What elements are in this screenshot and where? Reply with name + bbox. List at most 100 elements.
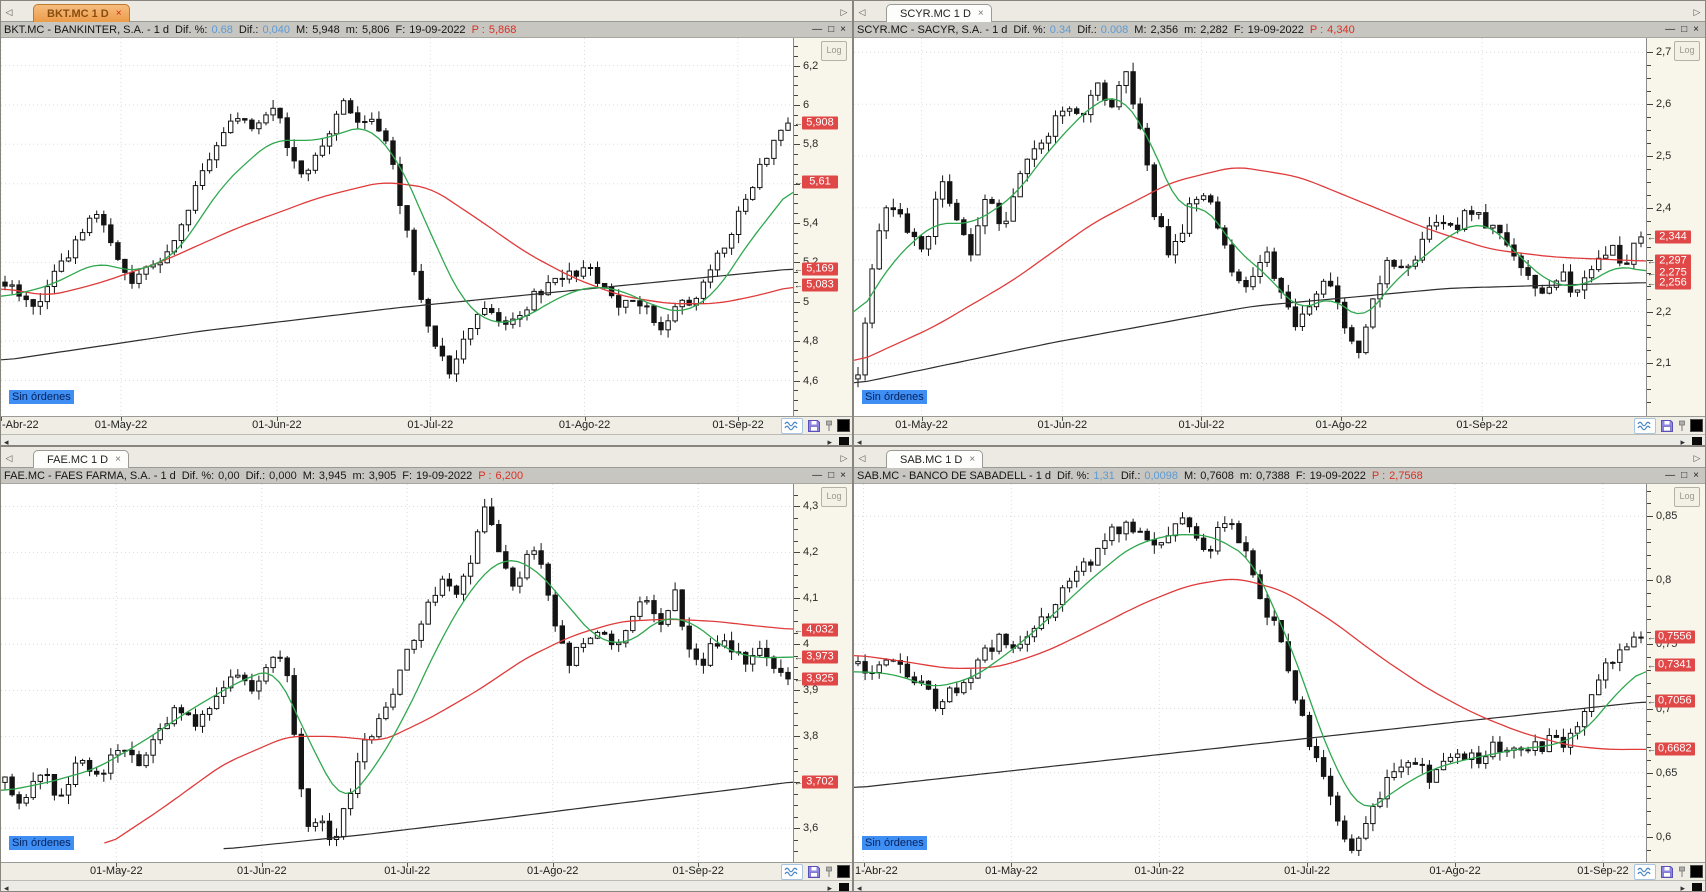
- price-axis-tick: [794, 114, 798, 116]
- chart-area[interactable]: Log 0,85 0,8 0,75 0,7 0,65 0,6 ← 0,7556 ← 0,7341 ←…: [854, 484, 1705, 862]
- price-axis-tick: [1647, 91, 1651, 93]
- tab-scroll-right-icon[interactable]: ▷: [1693, 453, 1701, 463]
- maximize-icon[interactable]: □: [1681, 24, 1688, 35]
- price-axis-tick: [1647, 721, 1651, 723]
- price-axis-tick: [794, 203, 798, 205]
- price-axis-tick: [1647, 516, 1653, 518]
- price-axis[interactable]: Log 2,72,62,52,42,32,22,1←2,344←2,297←2,…: [1646, 38, 1705, 416]
- horizontal-scrollbar[interactable]: ◂ ▸: [1, 434, 852, 446]
- time-axis-tick: [1011, 863, 1013, 867]
- tab-close-icon[interactable]: ×: [115, 454, 121, 465]
- minimize-icon[interactable]: —: [1665, 24, 1676, 35]
- price-badge-arrow-icon: ←: [794, 673, 803, 684]
- minimize-icon[interactable]: —: [812, 24, 823, 35]
- price-badge-arrow-icon: ←: [1647, 744, 1656, 755]
- maximize-icon[interactable]: □: [828, 470, 835, 481]
- scroll-right-icon[interactable]: ▸: [1680, 883, 1685, 892]
- horizontal-scrollbar[interactable]: ◂ ▸: [854, 880, 1705, 892]
- price-axis-tick: [794, 632, 798, 634]
- background-color-swatch[interactable]: [1690, 419, 1703, 432]
- save-floppy-icon[interactable]: [807, 865, 821, 879]
- close-icon[interactable]: ×: [840, 24, 846, 35]
- dif-value: 0,0098: [1144, 469, 1179, 482]
- indicator-wave-icon[interactable]: [1634, 417, 1656, 434]
- price-axis-tick: [794, 828, 800, 830]
- candlestick-chart: [854, 484, 1649, 862]
- chart-area[interactable]: Log 6,265,85,65,45,254,84,6←5,908←5,61←5…: [1, 38, 852, 416]
- price-axis-tick: [794, 252, 798, 254]
- chart-area[interactable]: Log 4,34,24,143,93,83,73,6←4,032←3,973←3…: [1, 484, 852, 862]
- time-axis-label: 01-Sep-22: [1456, 419, 1508, 431]
- price-axis-tick: [1647, 836, 1653, 838]
- scroll-right-icon[interactable]: ▸: [827, 437, 832, 446]
- minimize-icon[interactable]: —: [1665, 470, 1676, 481]
- tab-scroll-left-icon[interactable]: ◁: [5, 453, 13, 463]
- save-floppy-icon[interactable]: [807, 419, 821, 433]
- log-scale-button[interactable]: Log: [821, 41, 847, 61]
- indicator-wave-icon[interactable]: [781, 863, 803, 880]
- close-icon[interactable]: ×: [1693, 470, 1699, 481]
- scrollbar-corner-box: [1692, 437, 1702, 445]
- price-axis-label: 0,85: [1656, 510, 1678, 523]
- save-floppy-icon[interactable]: [1660, 419, 1674, 433]
- tab-close-icon[interactable]: ×: [969, 454, 976, 465]
- indicator-wave-icon[interactable]: [781, 417, 803, 434]
- chart-tab[interactable]: SAB.MC 1 D ×: [886, 450, 984, 468]
- background-color-swatch[interactable]: [1690, 865, 1703, 878]
- maximize-icon[interactable]: □: [828, 24, 835, 35]
- scroll-left-icon[interactable]: ◂: [857, 883, 862, 892]
- pin-icon[interactable]: [825, 420, 833, 432]
- minimize-icon[interactable]: —: [812, 470, 823, 481]
- tab-scroll-right-icon[interactable]: ▷: [840, 453, 848, 463]
- time-axis-tick: [116, 863, 118, 867]
- horizontal-scrollbar[interactable]: ◂ ▸: [1, 880, 852, 892]
- tab-close-icon[interactable]: ×: [115, 8, 122, 19]
- log-scale-button[interactable]: Log: [1674, 487, 1700, 507]
- scroll-left-icon[interactable]: ◂: [4, 883, 9, 892]
- price-axis-tick: [794, 678, 798, 680]
- price-axis[interactable]: Log 6,265,85,65,45,254,84,6←5,908←5,61←5…: [793, 38, 852, 416]
- price-axis-tick: [794, 272, 798, 274]
- price-axis-tick: [1647, 849, 1651, 851]
- scroll-left-icon[interactable]: ◂: [4, 437, 9, 446]
- tab-close-icon[interactable]: ×: [977, 8, 984, 19]
- price-axis-tick: [1647, 65, 1651, 67]
- scroll-right-icon[interactable]: ▸: [1680, 437, 1685, 446]
- time-axis-label: -Abr-22: [2, 419, 39, 431]
- price-axis-label: 6: [803, 99, 810, 111]
- chart-tab[interactable]: FAE.MC 1 D ×: [33, 450, 129, 468]
- tab-scroll-left-icon[interactable]: ◁: [5, 7, 13, 17]
- indicator-wave-icon[interactable]: [1634, 863, 1656, 880]
- log-scale-button[interactable]: Log: [821, 487, 847, 507]
- maximize-icon[interactable]: □: [1681, 470, 1688, 481]
- price-axis-tick: [794, 667, 798, 669]
- price-badge: 0,6682: [1655, 742, 1695, 756]
- scroll-left-icon[interactable]: ◂: [857, 437, 862, 446]
- background-color-swatch[interactable]: [837, 419, 850, 432]
- close-icon[interactable]: ×: [840, 470, 846, 481]
- pin-icon[interactable]: [825, 866, 833, 878]
- time-axis-tick: [552, 863, 554, 867]
- time-axis-tick: [698, 863, 700, 867]
- tab-scroll-left-icon[interactable]: ◁: [858, 453, 866, 463]
- background-color-swatch[interactable]: [837, 865, 850, 878]
- pin-icon[interactable]: [1678, 866, 1686, 878]
- price-badge-arrow-icon: ←: [794, 651, 803, 662]
- tab-scroll-right-icon[interactable]: ▷: [840, 7, 848, 17]
- save-floppy-icon[interactable]: [1660, 865, 1674, 879]
- chart-area[interactable]: Log 2,72,62,52,42,32,22,1←2,344←2,297←2,…: [854, 38, 1705, 416]
- chart-tab[interactable]: SCYR.MC 1 D ×: [886, 4, 992, 22]
- scroll-right-icon[interactable]: ▸: [827, 883, 832, 892]
- chart-tab[interactable]: BKT.MC 1 D ×: [33, 4, 130, 22]
- close-icon[interactable]: ×: [1693, 24, 1699, 35]
- log-scale-button[interactable]: Log: [1674, 41, 1700, 61]
- chart-toolbar: [781, 863, 850, 880]
- pin-icon[interactable]: [1678, 420, 1686, 432]
- price-axis[interactable]: Log 4,34,24,143,93,83,73,6←4,032←3,973←3…: [793, 484, 852, 862]
- dif-label: Dif.:: [1120, 469, 1141, 482]
- tab-scroll-right-icon[interactable]: ▷: [1693, 7, 1701, 17]
- tab-scroll-left-icon[interactable]: ◁: [858, 7, 866, 17]
- horizontal-scrollbar[interactable]: ◂ ▸: [854, 434, 1705, 446]
- price-axis[interactable]: Log 0,85 0,8 0,75 0,7 0,65 0,6 ← 0,7556 ← 0,7341 ←…: [1646, 484, 1705, 862]
- time-axis-label: 01-Jul-22: [1284, 865, 1331, 877]
